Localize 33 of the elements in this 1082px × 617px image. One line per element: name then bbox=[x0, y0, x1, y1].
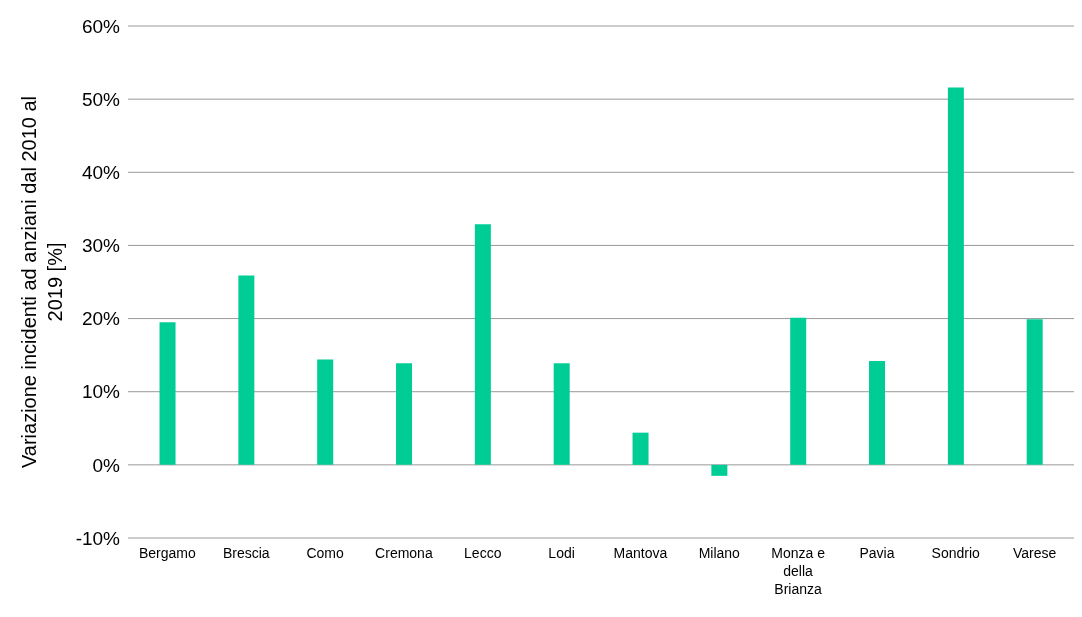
x-tick-label: Sondrio bbox=[931, 545, 981, 561]
y-tick-label: 30% bbox=[81, 235, 121, 257]
y-tick-label: 40% bbox=[81, 162, 121, 184]
bar bbox=[711, 464, 728, 476]
x-tick-label: Bergamo bbox=[139, 545, 197, 561]
x-tick-label: Lecco bbox=[464, 545, 502, 561]
x-tick-label: Cremona bbox=[375, 545, 433, 561]
x-tick-label: Varese bbox=[1012, 545, 1057, 561]
y-tick-label: 0% bbox=[92, 454, 121, 476]
bar bbox=[1026, 319, 1043, 465]
y-tick-label: -10% bbox=[75, 527, 121, 549]
bar bbox=[238, 275, 255, 465]
bar bbox=[317, 359, 334, 465]
y-tick-label: 50% bbox=[81, 88, 121, 110]
bar bbox=[790, 317, 807, 465]
bar bbox=[947, 87, 964, 465]
x-tick-label: Pavia bbox=[859, 545, 895, 561]
y-tick-label: 60% bbox=[81, 15, 121, 37]
bar bbox=[553, 363, 570, 465]
x-tick-label: Lodi bbox=[548, 545, 575, 561]
y-tick-label: 10% bbox=[81, 381, 121, 403]
x-tick-label: Monza e della Brianza bbox=[771, 545, 826, 597]
x-tick-label: Brescia bbox=[222, 545, 270, 561]
y-tick-label: 20% bbox=[81, 308, 121, 330]
bar bbox=[474, 224, 491, 465]
y-axis-title: Variazione incidenti ad anziani dal 2010 al 2019 [%] bbox=[18, 95, 66, 469]
x-tick-label: Como bbox=[306, 545, 344, 561]
x-tick-label: Mantova bbox=[613, 545, 668, 561]
bar bbox=[632, 432, 649, 465]
bar bbox=[869, 360, 886, 465]
bar bbox=[159, 322, 176, 465]
x-tick-label: Milano bbox=[698, 545, 741, 561]
bar bbox=[396, 363, 413, 465]
